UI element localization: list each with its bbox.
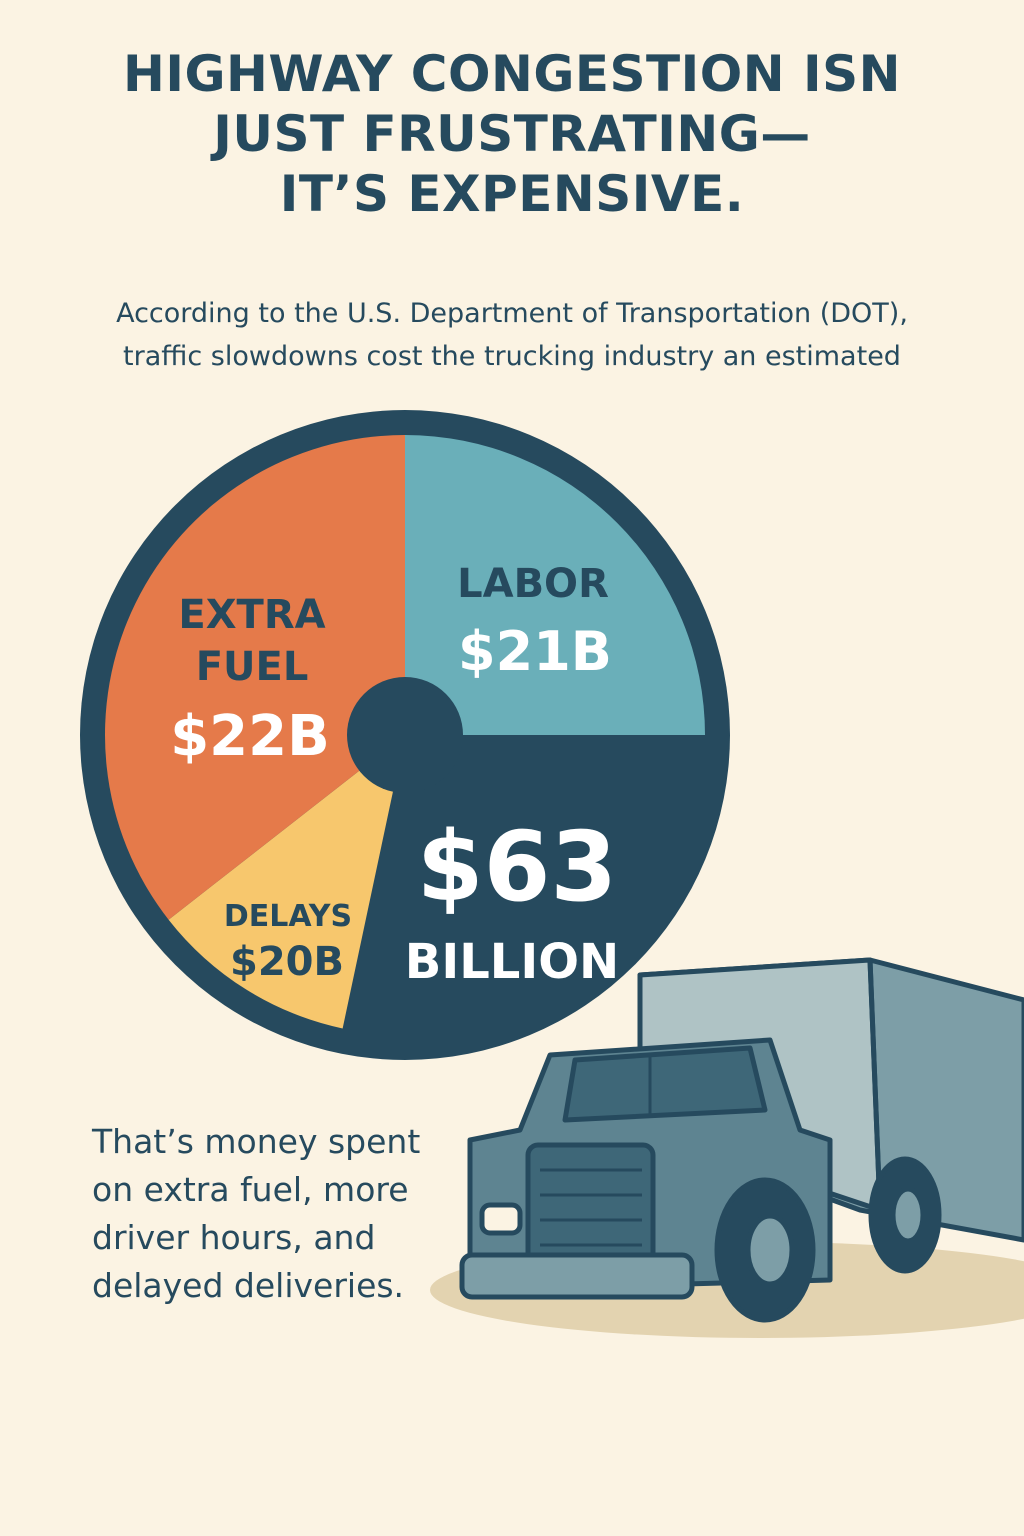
label-delays: DELAYS <box>224 899 352 934</box>
subhead-line-1: According to the U.S. Department of Tran… <box>116 298 908 329</box>
slice-labor <box>405 435 705 735</box>
value-labor: $21B <box>458 620 612 683</box>
slice-extra-fuel <box>104 435 405 920</box>
label-labor: LABOR <box>457 561 609 607</box>
summary-line-2: on extra fuel, more <box>92 1169 409 1209</box>
label-extra-fuel-line-1: EXTRA <box>178 592 325 638</box>
value-extra-fuel: $22B <box>170 704 330 769</box>
total-value: $63 <box>417 811 617 923</box>
summary-text: That’s money spent on extra fuel, more d… <box>92 1118 472 1309</box>
pie-center-hub <box>347 677 463 793</box>
subhead-line-2: traffic slowdowns cost the trucking indu… <box>123 341 901 373</box>
label-extra-fuel-line-2: FUEL <box>196 644 309 690</box>
total-unit: BILLION <box>405 934 619 990</box>
slice-delays <box>168 735 405 1029</box>
headline-line-2: JUST FRUSTRATING— <box>213 105 811 163</box>
subhead: According to the U.S. Department of Tran… <box>0 292 1024 378</box>
value-delays: $20B <box>230 939 344 985</box>
headline-line-3: IT’S EXPENSIVE. <box>279 165 745 223</box>
summary-line-4: delayed deliveries. <box>92 1265 405 1305</box>
headline: HIGHWAY CONGESTION ISN JUST FRUSTRATING—… <box>0 44 1024 224</box>
summary-line-3: driver hours, and <box>92 1217 376 1257</box>
summary-line-1: That’s money spent <box>92 1122 421 1161</box>
headline-line-1: HIGHWAY CONGESTION ISN <box>123 45 901 103</box>
pie-slices <box>104 435 705 1029</box>
semi-truck-icon <box>430 957 1024 1338</box>
